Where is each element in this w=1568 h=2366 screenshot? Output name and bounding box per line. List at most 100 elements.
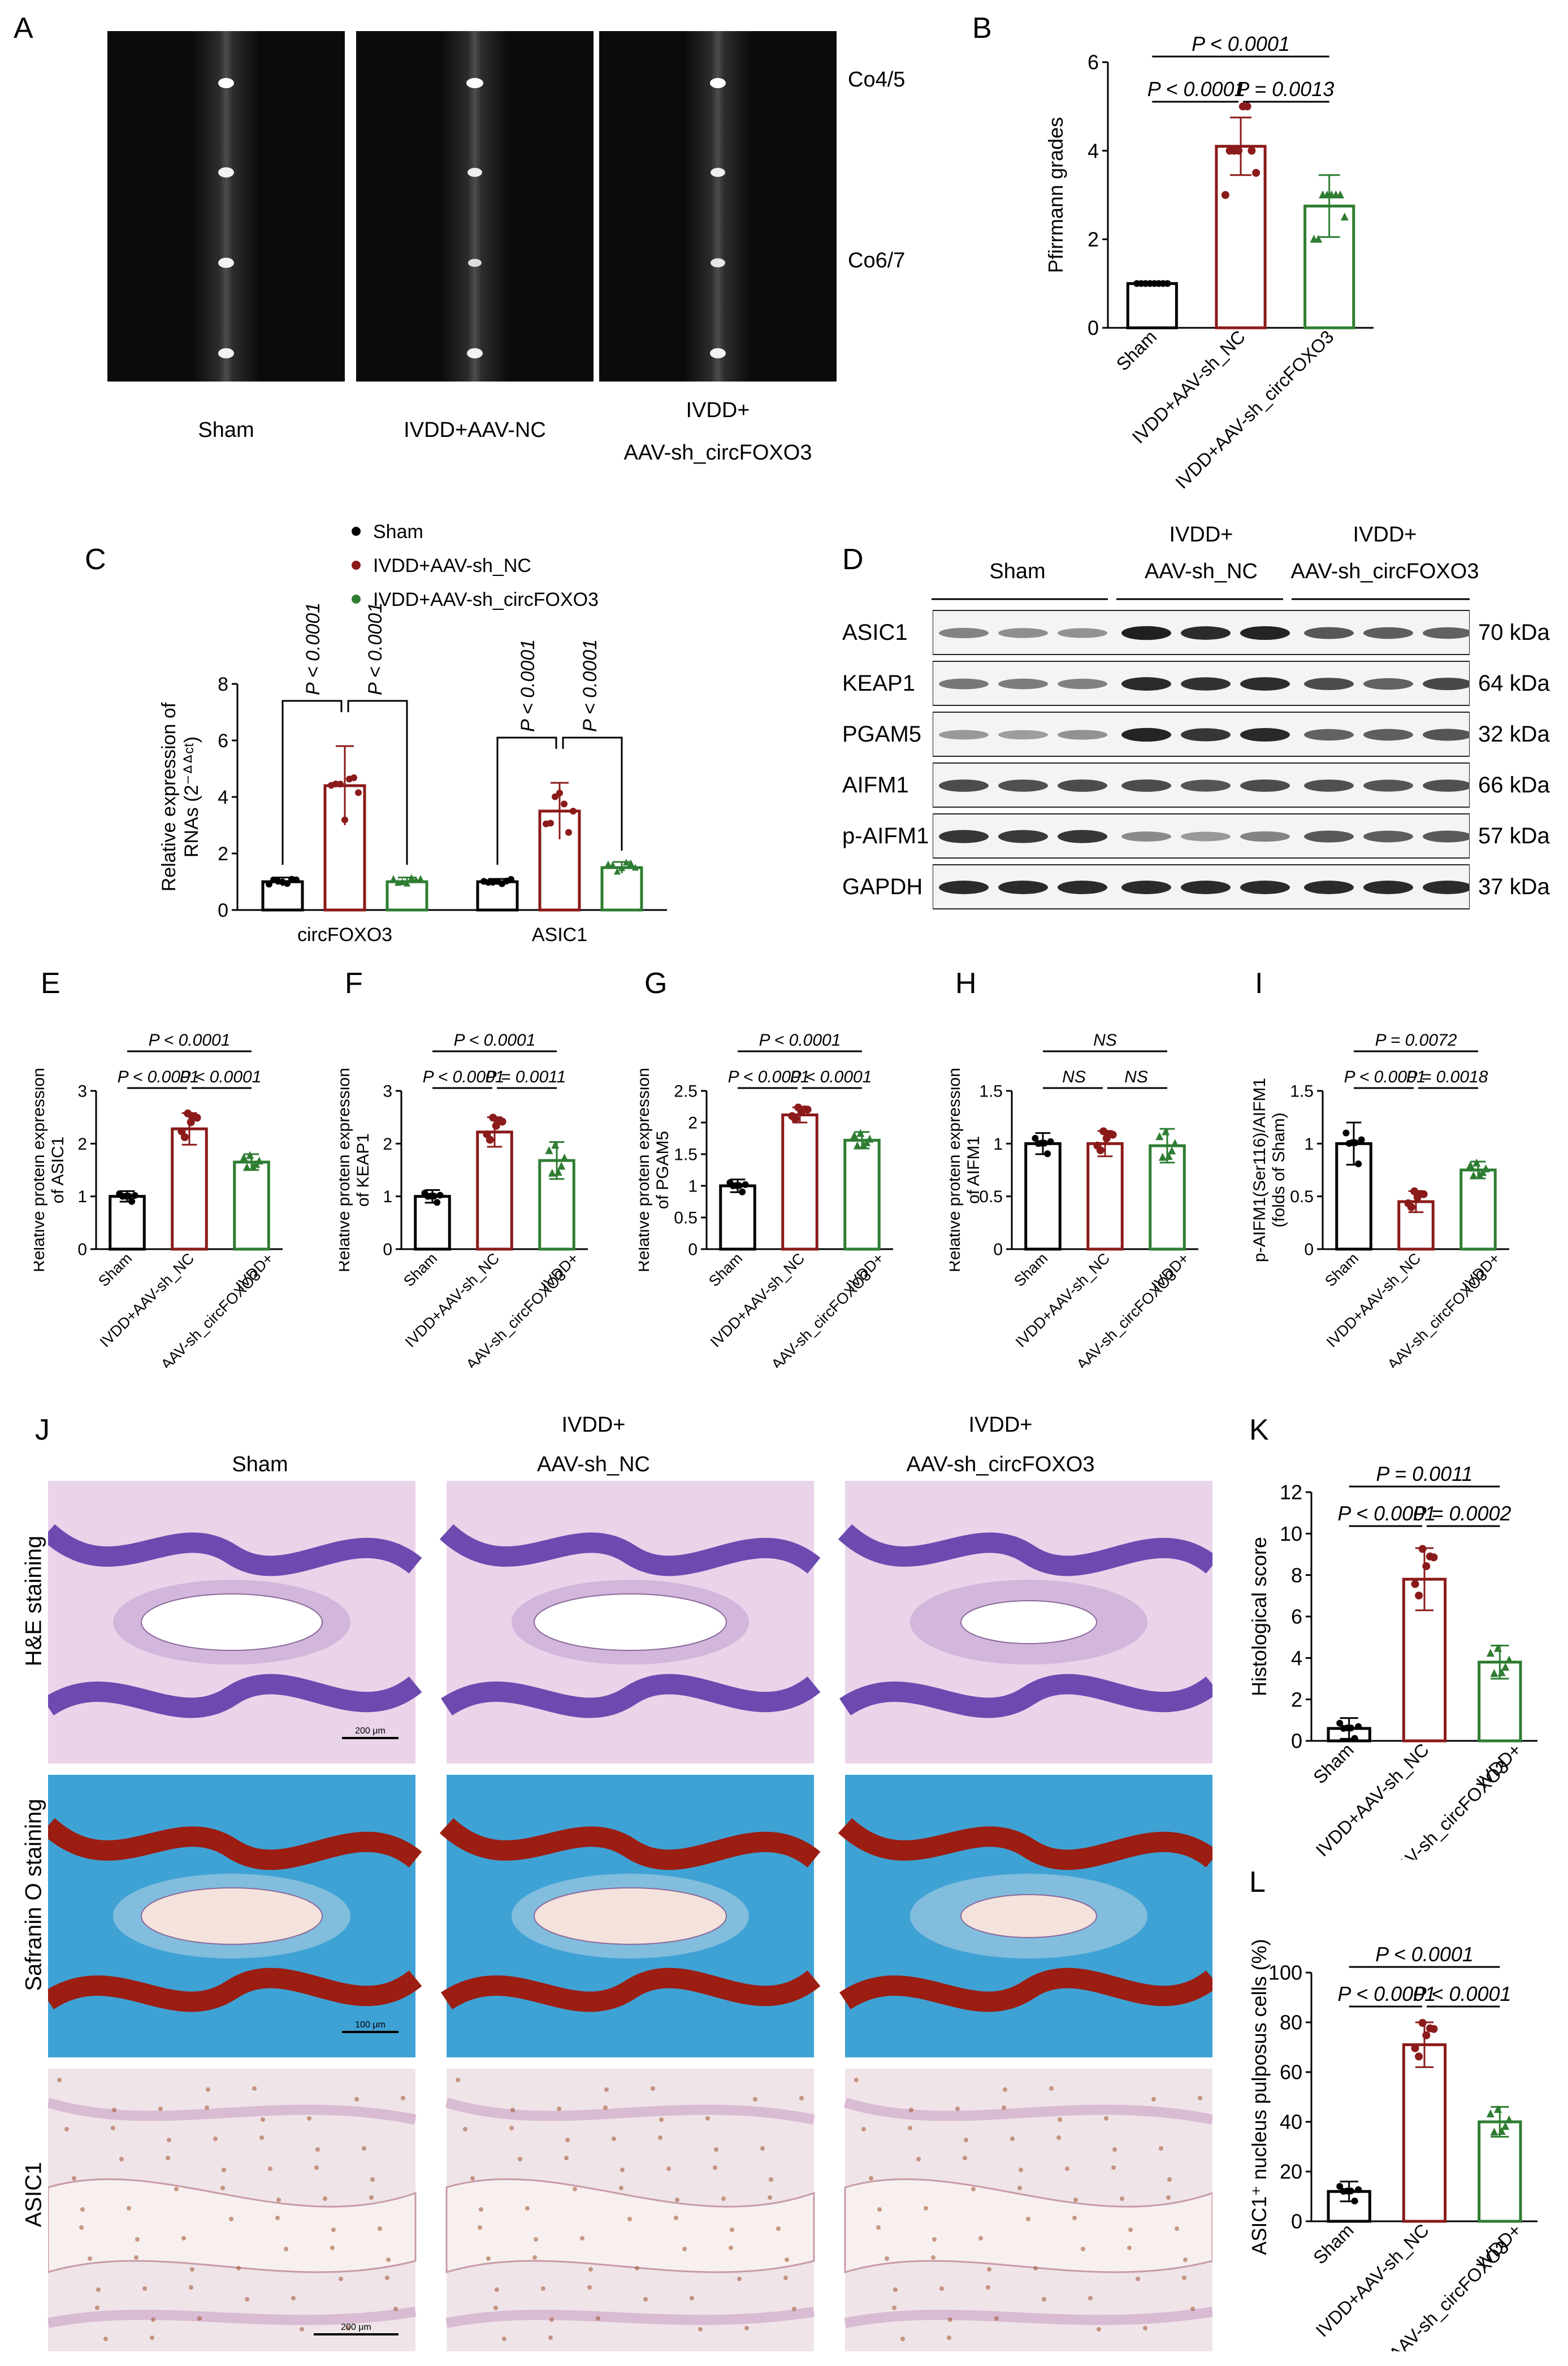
sig-label: P < 0.0001 [790, 1068, 872, 1086]
histo-cell [713, 2165, 717, 2170]
y-tick-label: 3 [77, 1082, 87, 1101]
blot-protein-label: PGAM5 [842, 722, 922, 747]
histo-cell [479, 2207, 483, 2212]
histo-cell [580, 2236, 584, 2241]
histo-cell [1136, 2277, 1140, 2281]
histo-cell [167, 2138, 171, 2142]
y-tick-label: 0 [218, 900, 228, 921]
histo-cell [1002, 2105, 1006, 2110]
y-tick-label: 2 [383, 1135, 392, 1154]
y-axis-label: p-AIFM1(Ser116)/AIFM1 [1250, 1078, 1269, 1262]
data-point [1314, 235, 1323, 243]
histo-col-circ-line1: IVDD+ [968, 1413, 1033, 1437]
sig-label: P = 0.0013 [1236, 77, 1334, 101]
histo-cell [947, 2335, 951, 2340]
histo-cell [978, 2236, 983, 2241]
legend-label: Sham [373, 521, 423, 543]
data-point [1418, 1545, 1427, 1553]
panel-letter-j: J [35, 1414, 50, 1446]
data-point [1108, 1130, 1117, 1139]
blot-band [998, 881, 1048, 894]
sig-label: P = 0.0011 [486, 1068, 566, 1086]
y-tick-label: 1.5 [674, 1146, 698, 1164]
histo-cell [939, 2286, 944, 2291]
y-tick-label: 10 [1280, 1522, 1302, 1545]
sig-label: P < 0.0001 [759, 1031, 841, 1050]
data-point [1430, 2025, 1438, 2033]
histo-cell [932, 2237, 937, 2242]
data-point [128, 1198, 136, 1205]
histo-nucleus-pulposus [960, 1600, 1097, 1644]
blot-band [1058, 830, 1107, 843]
histo-cell [721, 2196, 726, 2201]
bar [476, 880, 519, 912]
histo-cell [994, 2316, 999, 2321]
data-point [1490, 1669, 1498, 1677]
y-tick-label: 6 [218, 730, 228, 752]
y-axis-label: Relative protein expression [639, 1068, 653, 1272]
y-tick-label: 4 [1088, 139, 1099, 162]
sig-label: P < 0.0001 [1337, 1502, 1436, 1525]
histo-cell [776, 2226, 781, 2231]
histo-cell [986, 2285, 990, 2290]
data-point [735, 1182, 743, 1189]
histo-cell [401, 2096, 405, 2100]
data-point [1422, 2031, 1431, 2039]
sig-label: NS [1062, 1068, 1086, 1086]
histo-cell [768, 2195, 772, 2200]
y-tick-label: 100 [1268, 1961, 1302, 1984]
histo-cell [1167, 2177, 1172, 2182]
blot-band [939, 881, 989, 894]
histo-cell [252, 2086, 257, 2091]
histo-cell [783, 2276, 788, 2280]
data-point [554, 1168, 562, 1176]
histo-tissue-band [843, 2098, 1212, 2125]
data-point [434, 1199, 441, 1206]
y-axis-label: RNAs (2⁻ᐞᐞᶜᵗ) [181, 736, 202, 857]
histo-image-safranin-1 [48, 1775, 422, 2057]
histo-cell [792, 2307, 796, 2311]
histo-image-asic1-2 [445, 2069, 815, 2351]
sig-label: P < 0.0001 [1337, 1982, 1436, 2005]
histo-cell [620, 2168, 625, 2172]
data-point [623, 859, 630, 866]
data-point [1355, 1160, 1362, 1168]
histo-cell [729, 2246, 733, 2250]
sig-label: P < 0.0001 [423, 1068, 505, 1086]
histo-cell [799, 2096, 804, 2100]
blot-group-nc-line1: IVDD+ [1169, 523, 1233, 547]
histo-cell [877, 2207, 882, 2212]
y-tick-label: 0 [993, 1241, 1003, 1259]
blot-protein-label: KEAP1 [842, 671, 915, 696]
histo-cell [393, 2307, 398, 2311]
y-axis-label: Relative protein expression [339, 1068, 353, 1272]
histo-endplate-bottom [441, 1968, 821, 2012]
data-point [1252, 168, 1261, 177]
y-tick-label: 0.5 [674, 1209, 698, 1228]
data-point [1340, 213, 1349, 221]
y-axis-label: of AIFM1 [964, 1136, 983, 1204]
histo-cell [955, 2107, 960, 2111]
sig-label: NS [1093, 1031, 1117, 1050]
histo-cell [502, 2337, 506, 2341]
x-tick-label: Sham [1309, 1739, 1357, 1787]
histo-cell [916, 2157, 921, 2161]
histo-cell [236, 2266, 241, 2270]
data-point [1505, 1655, 1513, 1663]
histo-cell [744, 2326, 749, 2330]
blot-band [1181, 779, 1231, 792]
blot-band [1423, 779, 1470, 792]
x-tick-label: Sham [400, 1250, 440, 1290]
histo-cell [1182, 2276, 1186, 2280]
histo-endplate-top [48, 1524, 422, 1576]
chart-c: 0 2 4 6 8 Relative expression of RNAs (2⁻ᐞᐞᶜᵗ)… [158, 521, 667, 946]
data-point [1352, 1139, 1359, 1146]
histo-cell [1056, 2135, 1061, 2140]
data-point [560, 1154, 569, 1162]
y-tick-label: 8 [218, 674, 228, 695]
y-tick-label: 4 [218, 787, 228, 808]
histo-cell [96, 2287, 101, 2292]
y-tick-label: 0 [1291, 1730, 1302, 1753]
y-tick-label: 1.5 [979, 1082, 1003, 1101]
